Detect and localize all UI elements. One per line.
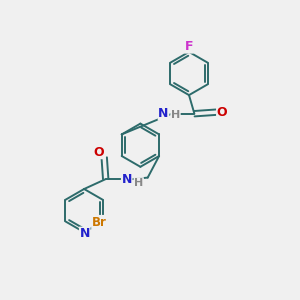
Text: N: N [122, 172, 132, 186]
Text: H: H [134, 178, 143, 188]
Text: N: N [80, 227, 90, 240]
Text: O: O [217, 106, 227, 119]
Text: N: N [158, 107, 169, 120]
Text: O: O [93, 146, 104, 159]
Text: Br: Br [92, 215, 106, 229]
Text: F: F [185, 40, 193, 53]
Text: H: H [171, 110, 180, 120]
